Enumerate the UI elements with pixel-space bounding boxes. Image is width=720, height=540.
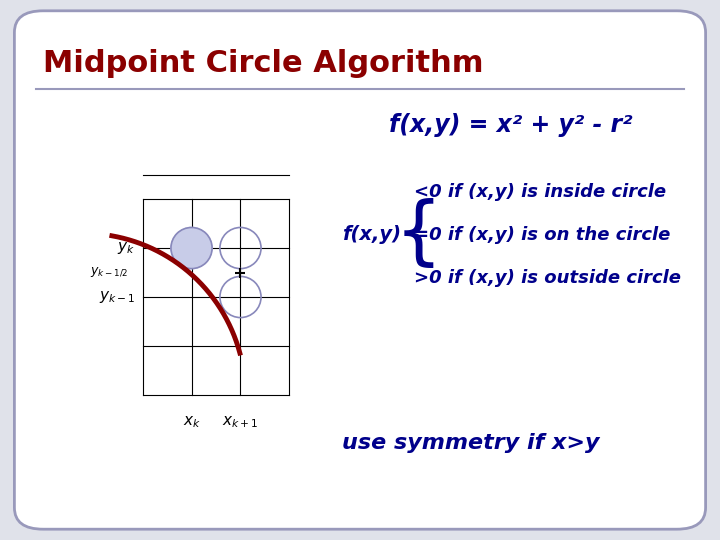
Text: Midpoint Circle Algorithm: Midpoint Circle Algorithm (43, 49, 484, 78)
Text: $y_k$: $y_k$ (117, 240, 135, 256)
Text: $x_{k+1}$: $x_{k+1}$ (222, 415, 258, 430)
Text: use symmetry if x>y: use symmetry if x>y (342, 433, 600, 453)
Text: =0 if (x,y) is on the circle: =0 if (x,y) is on the circle (414, 226, 670, 244)
Text: f(x,y): f(x,y) (342, 225, 401, 245)
Text: $y_{k-1/2}$: $y_{k-1/2}$ (89, 266, 128, 279)
Text: $y_{k-1}$: $y_{k-1}$ (99, 289, 135, 305)
FancyBboxPatch shape (14, 11, 706, 529)
Text: $x_k$: $x_k$ (183, 415, 200, 430)
Circle shape (171, 227, 212, 268)
Text: {: { (395, 198, 442, 272)
Text: <0 if (x,y) is inside circle: <0 if (x,y) is inside circle (414, 183, 666, 201)
Text: >0 if (x,y) is outside circle: >0 if (x,y) is outside circle (414, 269, 681, 287)
Text: f(x,y) = x² + y² - r²: f(x,y) = x² + y² - r² (389, 113, 632, 137)
